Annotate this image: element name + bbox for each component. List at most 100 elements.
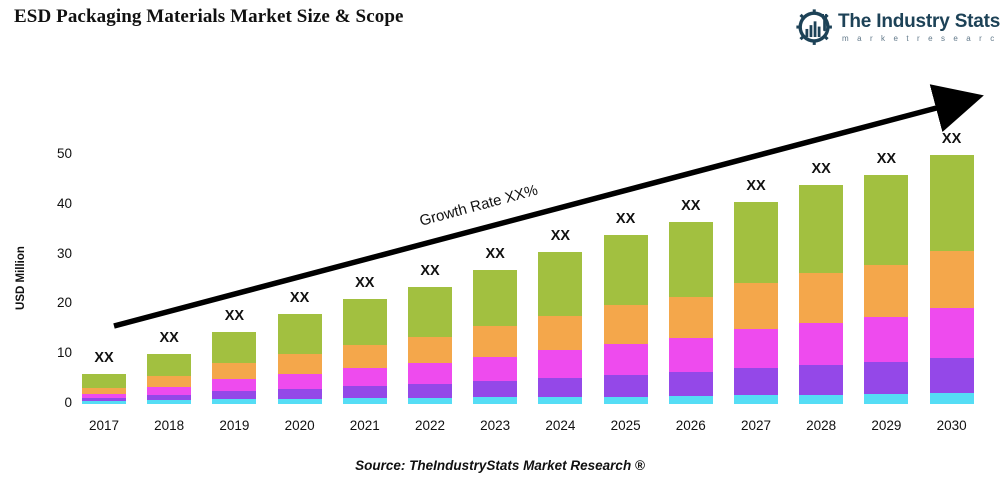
x-tick-label: 2028 (806, 418, 837, 433)
bar-segment (538, 350, 583, 378)
bar-segment (864, 362, 909, 394)
bar-segment (473, 326, 518, 357)
bar-segment (668, 338, 713, 373)
bar-segment (408, 336, 452, 364)
bar-segment (799, 394, 844, 404)
logo-tagline: m a r k e t r e s e a r c h (842, 34, 1000, 43)
x-tick-label: 2029 (871, 418, 902, 433)
bar-segment (408, 383, 452, 398)
y-tick-label: 10 (56, 345, 72, 361)
bar-segment (799, 364, 844, 395)
bar-segment (147, 387, 192, 395)
bar-segment (538, 315, 583, 351)
bar-segment (603, 234, 648, 306)
bar-segment (734, 395, 778, 404)
bar-value-label: XX (941, 131, 962, 147)
bar-segment (342, 368, 387, 387)
bar-value-label: XX (811, 160, 831, 177)
bar-segment (277, 314, 322, 354)
bar-value-label: XX (681, 198, 701, 215)
bar-2019[interactable] (212, 331, 257, 404)
bar-segment (212, 391, 257, 400)
bar-segment (147, 354, 192, 377)
x-tick-label: 2030 (936, 418, 967, 433)
bar-value-label: XX (485, 245, 505, 262)
x-tick-label: 2027 (740, 418, 772, 433)
bar-segment (864, 265, 909, 318)
bar-2025[interactable] (603, 234, 648, 404)
bar-segment (864, 317, 909, 363)
bar-value-label: XX (746, 178, 766, 195)
bar-segment (147, 400, 192, 404)
bar-2028[interactable] (799, 184, 844, 404)
bar-segment (473, 356, 518, 381)
bar-segment (603, 343, 648, 375)
x-tick-label: 2022 (414, 418, 446, 433)
x-tick-label: 2020 (284, 418, 315, 433)
bar-segment (212, 399, 257, 404)
x-tick-label: 2017 (88, 418, 120, 433)
bar-segment (408, 363, 452, 384)
bar-2017[interactable] (82, 374, 126, 404)
x-tick-label: 2026 (675, 418, 706, 433)
bar-segment (799, 322, 844, 365)
bar-value-label: XX (94, 350, 114, 367)
bar-segment (82, 374, 126, 388)
source-caption: Source: TheIndustryStats Market Research… (355, 458, 645, 473)
bar-segment (82, 387, 126, 395)
bar-segment (473, 397, 518, 404)
bar-segment (929, 357, 974, 394)
bar-segment (342, 398, 387, 404)
bar-segment (212, 379, 257, 391)
y-tick-label: 30 (56, 245, 72, 261)
bar-segment (799, 184, 844, 274)
bar-value-label: XX (550, 228, 571, 245)
bar-segment (277, 388, 322, 399)
bar-segment (734, 329, 778, 368)
y-tick-label: 50 (56, 146, 72, 161)
bar-segment (147, 376, 192, 388)
bar-segment (82, 401, 126, 404)
bar-segment (82, 394, 126, 399)
bar-value-label: XX (289, 290, 310, 307)
bar-2023[interactable] (473, 269, 518, 404)
bar-segment (734, 367, 778, 395)
bar-value-label: XX (355, 275, 375, 292)
x-tick-label: 2023 (480, 418, 511, 433)
bar-segment (603, 396, 648, 404)
bar-segment (473, 269, 518, 327)
bar-2018[interactable] (147, 354, 192, 404)
bar-2020[interactable] (277, 314, 322, 404)
bar-2026[interactable] (668, 222, 713, 404)
bar-segment (668, 222, 713, 297)
bar-segment (668, 395, 713, 404)
bar-2027[interactable] (734, 202, 778, 404)
bar-segment (212, 363, 257, 380)
bar-segment (668, 296, 713, 339)
bar-value-label: XX (615, 210, 636, 227)
gear-bar-chart-icon (796, 9, 832, 45)
bar-segment (277, 398, 322, 404)
bar-2030[interactable] (929, 155, 974, 404)
page-title: ESD Packaging Materials Market Size & Sc… (14, 6, 404, 27)
logo-name: The Industry Stats (838, 11, 1000, 32)
x-tick-label: 2021 (349, 418, 380, 433)
bar-segment (603, 374, 648, 397)
bar-segment (668, 372, 713, 396)
bar-value-label: XX (224, 307, 245, 324)
bar-segment (929, 393, 974, 404)
bar-2024[interactable] (538, 252, 583, 404)
x-tick-label: 2024 (545, 418, 576, 433)
bar-segment (734, 202, 778, 284)
bar-segment (538, 377, 583, 397)
y-tick-label: 0 (64, 395, 72, 410)
bar-2021[interactable] (342, 299, 387, 404)
bar-segment (864, 393, 909, 404)
brand-logo: The Industry Stats m a r k e t r e s e a… (796, 8, 1000, 50)
bar-2022[interactable] (408, 286, 452, 404)
bar-2029[interactable] (864, 174, 909, 404)
bar-segment (408, 286, 452, 337)
bar-segment (147, 395, 192, 401)
bar-segment (342, 344, 387, 369)
bar-segment (212, 331, 257, 364)
